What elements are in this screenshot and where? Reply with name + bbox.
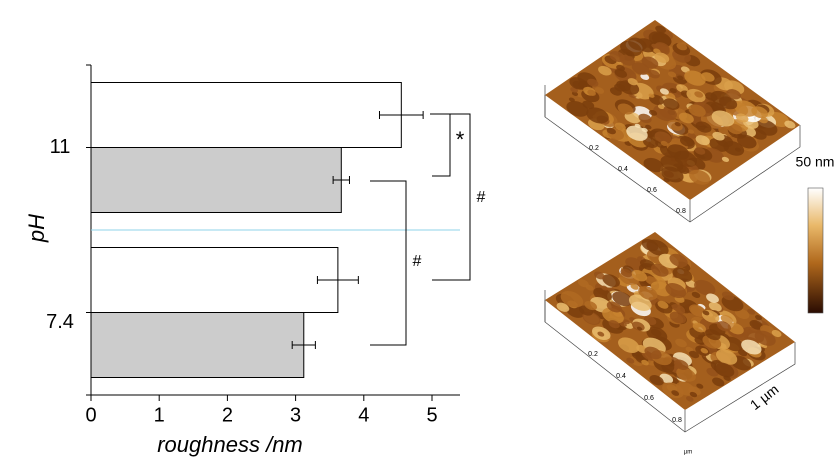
afm-tick-label: 0.4 <box>618 166 628 173</box>
significance-bracket <box>370 181 406 345</box>
x-tick-label: 2 <box>222 404 233 426</box>
afm-surface <box>545 232 795 410</box>
x-tick-label: 4 <box>358 404 369 426</box>
y-tick-label: 7.4 <box>46 311 74 333</box>
afm-tick-label: 0.4 <box>616 373 626 380</box>
colorbar-label: 50 nm <box>796 154 835 170</box>
significance-label: # <box>413 253 422 270</box>
x-axis-label: roughness /nm <box>157 432 303 457</box>
x-tick-label: 1 <box>154 404 165 426</box>
x-tick-label: 3 <box>290 404 301 426</box>
afm-tick-label: 0.2 <box>588 351 598 358</box>
afm-tick-label: 0.2 <box>589 145 599 152</box>
x-tick-label: 0 <box>85 404 96 426</box>
afm-tick-label: 0.8 <box>676 208 686 215</box>
axis-unit: µm <box>684 450 692 456</box>
afm-tick-label: 0.8 <box>672 417 682 424</box>
bar <box>91 83 401 148</box>
y-tick-label: 11 <box>50 136 71 158</box>
bar <box>91 248 338 313</box>
bar <box>91 313 304 378</box>
afm-image: 0.2 0.4 0.6 0.8 <box>545 20 800 222</box>
significance-label: # <box>477 189 486 206</box>
y-axis-label: pH <box>24 214 49 243</box>
significance-label: * <box>456 127 465 152</box>
afm-tick-label: 0.6 <box>644 395 654 402</box>
figure: pH roughness /nm 0.20.40.60.8 0.20.40.60… <box>0 0 840 460</box>
significance-bracket <box>432 114 470 280</box>
bar <box>91 148 341 213</box>
afm-tick-label: 0.6 <box>647 187 657 194</box>
x-tick-label: 5 <box>426 404 437 426</box>
colorbar <box>808 188 823 313</box>
scale-bar-label: 1 µm <box>747 381 782 413</box>
significance-bracket <box>430 114 450 176</box>
